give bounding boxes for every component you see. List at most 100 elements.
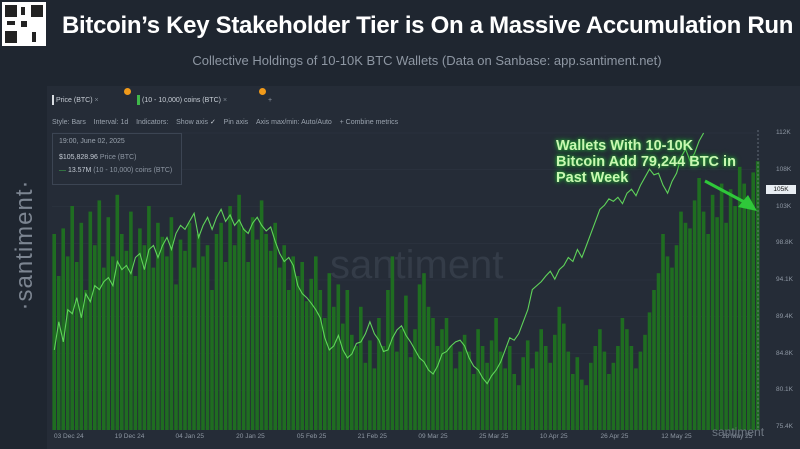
bar	[282, 245, 286, 430]
bar	[665, 256, 670, 430]
bar	[259, 200, 264, 430]
bar	[291, 256, 295, 430]
bar	[187, 222, 192, 430]
y-tick-label: 75.4K	[776, 423, 793, 430]
bar	[724, 222, 728, 430]
bar	[219, 222, 223, 430]
y-tick-label: 103K	[776, 202, 792, 210]
bar	[674, 245, 679, 430]
bar	[133, 276, 138, 430]
checkmark-icon: ✓	[210, 119, 216, 126]
bar	[507, 346, 512, 430]
y-tick-label: 89.4K	[776, 312, 793, 320]
bar	[192, 267, 196, 430]
bar	[557, 306, 562, 430]
bar	[341, 323, 345, 430]
bar	[471, 374, 476, 430]
tooltip-coins-row: — 13.57M (10 - 10,000) coins (BTC)	[59, 167, 173, 174]
x-tick-label: 19 Dec 24	[114, 433, 145, 440]
bar	[638, 351, 643, 430]
bar	[751, 172, 755, 430]
bar	[543, 346, 548, 430]
bar	[566, 351, 571, 430]
y-tick-label: 84.8K	[776, 349, 793, 357]
close-icon[interactable]: ×	[222, 97, 228, 104]
bar	[715, 217, 719, 430]
show-axis-toggle[interactable]: Show axis	[176, 119, 209, 126]
annotation-arrow	[704, 179, 757, 211]
bar	[304, 301, 309, 430]
bar	[88, 211, 93, 430]
series-color-icon	[137, 95, 140, 106]
bar	[422, 273, 426, 430]
tab-coins[interactable]: (10 - 10,000) coins (BTC) ×	[137, 95, 227, 107]
bar	[169, 217, 174, 430]
bar	[277, 267, 282, 430]
close-icon[interactable]: ×	[94, 97, 99, 104]
bar	[562, 323, 566, 430]
bar	[165, 256, 169, 430]
bar	[264, 234, 268, 430]
bar	[196, 234, 201, 430]
bar	[377, 318, 381, 430]
bar	[534, 351, 539, 430]
bar	[74, 262, 79, 430]
bar	[350, 334, 354, 430]
bar	[241, 228, 246, 430]
bar	[553, 334, 557, 430]
bar	[178, 239, 183, 430]
bar	[129, 211, 133, 430]
bar	[742, 183, 746, 430]
add-tab-button[interactable]: +	[268, 97, 273, 104]
bar	[611, 362, 616, 430]
page-subtitle: Collective Holdings of 10-10K BTC Wallet…	[192, 53, 662, 68]
bar	[737, 166, 742, 431]
bar	[214, 234, 219, 430]
bar	[453, 368, 458, 430]
bar	[683, 222, 688, 430]
bar	[147, 206, 151, 430]
bar	[728, 189, 733, 430]
bar	[692, 200, 697, 430]
bar	[408, 357, 413, 430]
bar	[701, 211, 706, 430]
bar	[205, 245, 210, 430]
bar	[386, 290, 390, 430]
bar	[539, 329, 543, 430]
bar	[467, 351, 471, 430]
bar	[426, 306, 431, 430]
combine-metrics-button[interactable]: + Combine metrics	[339, 119, 399, 126]
bar	[314, 256, 318, 430]
x-tick-label: 26 Apr 25	[600, 433, 629, 440]
bar	[201, 256, 205, 430]
indicators-select[interactable]: Indicators:	[136, 119, 169, 126]
bar	[309, 278, 313, 430]
y-tick-label: 80.1K	[776, 386, 793, 394]
bar	[458, 351, 462, 430]
interval-select[interactable]: Interval: 1d	[93, 119, 129, 126]
bar	[575, 357, 580, 430]
bar	[435, 346, 440, 430]
bar	[323, 318, 327, 430]
bar	[183, 250, 187, 430]
bar	[670, 267, 674, 430]
axis-minmax-select[interactable]: Axis max/min: Auto/Auto	[255, 119, 332, 126]
bar	[498, 351, 503, 430]
bar	[93, 245, 97, 430]
bar	[250, 217, 255, 430]
bar	[223, 262, 228, 430]
bar	[548, 362, 553, 430]
bar	[571, 374, 575, 430]
bar	[746, 200, 751, 430]
x-tick-label: 25 Mar 25	[479, 433, 509, 440]
price-line	[53, 132, 705, 385]
tab-price[interactable]: Price (BTC) ×	[52, 95, 99, 107]
chart-toolbar: Style: Bars Interval: 1d Indicators: Sho…	[52, 118, 398, 126]
coin-icon	[124, 88, 131, 95]
bar	[733, 206, 737, 430]
pin-axis-toggle[interactable]: Pin axis	[223, 119, 249, 126]
bar	[620, 318, 625, 430]
bar	[52, 234, 56, 430]
bar	[255, 239, 259, 430]
style-select[interactable]: Style: Bars	[52, 119, 86, 126]
